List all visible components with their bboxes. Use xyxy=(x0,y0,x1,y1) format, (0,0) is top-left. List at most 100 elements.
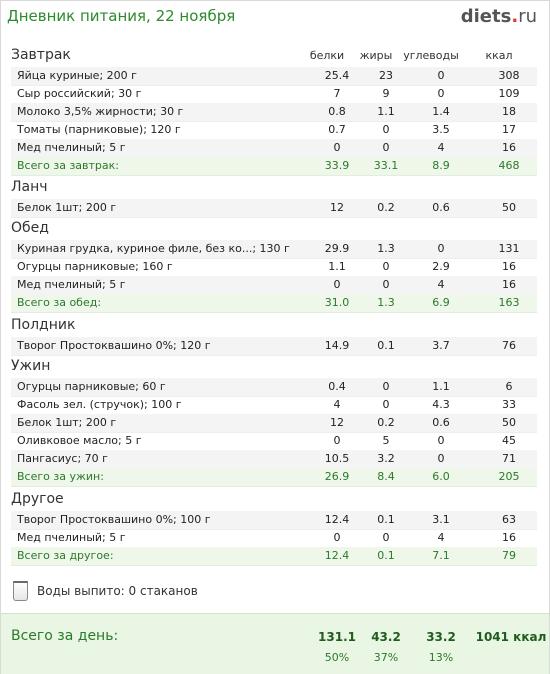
food-row[interactable]: Мед пчелиный; 5 г 0 0 4 16 xyxy=(11,139,537,158)
cell-carbs: 7.1 xyxy=(432,549,450,562)
cell-kcal: 71 xyxy=(502,452,516,465)
food-row[interactable]: Молоко 3,5% жирности; 30 г 0.8 1.1 1.4 18 xyxy=(11,103,537,122)
cell-protein: 0 xyxy=(333,278,341,291)
total-label: Всего за ужин: xyxy=(17,470,104,483)
food-name: Куриная грудка, куриное филе, без ко...;… xyxy=(17,242,290,255)
cell-fat: 9 xyxy=(382,87,390,100)
cell-kcal: 16 xyxy=(502,260,516,273)
cell-fat: 0.2 xyxy=(377,416,395,429)
cell-carbs: 0 xyxy=(437,242,445,255)
cell-kcal: 16 xyxy=(502,278,516,291)
total-label: Всего за другое: xyxy=(17,549,114,562)
cell-kcal: 33 xyxy=(502,398,516,411)
day-total-fat: 43.2 xyxy=(371,630,401,644)
brand-logo[interactable]: diets.ru xyxy=(461,6,537,27)
cell-protein: 25.4 xyxy=(324,69,350,82)
cell-fat: 33.1 xyxy=(373,159,399,172)
water-tracker[interactable]: Воды выпито: 0 стаканов xyxy=(11,579,311,603)
food-row[interactable]: Мед пчелиный; 5 г 0 0 4 16 xyxy=(11,529,537,548)
column-header-protein: белки xyxy=(309,49,345,62)
water-label: Воды выпито: 0 стаканов xyxy=(37,584,198,598)
food-row[interactable]: Творог Простоквашино 0%; 120 г 14.9 0.1 3.7… xyxy=(11,337,537,356)
section-total-row: Всего за другое: 12.4 0.1 7.1 79 xyxy=(11,547,537,566)
cell-protein: 4 xyxy=(333,398,341,411)
cell-protein: 33.9 xyxy=(324,159,350,172)
food-row[interactable]: Белок 1шт; 200 г 12 0.2 0.6 50 xyxy=(11,414,537,433)
brand-tld: ru xyxy=(518,6,537,27)
cell-kcal: 308 xyxy=(498,69,520,82)
cell-kcal: 45 xyxy=(502,434,516,447)
food-name: Молоко 3,5% жирности; 30 г xyxy=(17,105,184,118)
cell-fat: 5 xyxy=(382,434,390,447)
food-row[interactable]: Творог Простоквашино 0%; 100 г 12.4 0.1 3.1… xyxy=(11,511,537,530)
food-row[interactable]: Оливковое масло; 5 г 0 5 0 45 xyxy=(11,432,537,451)
food-row[interactable]: Фасоль зел. (стручок); 100 г 4 0 4.3 33 xyxy=(11,396,537,415)
cell-carbs: 0 xyxy=(437,87,445,100)
food-name: Огурцы парниковые; 60 г xyxy=(17,380,166,393)
food-row[interactable]: Сыр российский; 30 г 7 9 0 109 xyxy=(11,85,537,104)
food-name: Мед пчелиный; 5 г xyxy=(17,141,126,154)
day-total-kcal: 1041 ккал xyxy=(475,630,547,644)
cell-carbs: 0 xyxy=(437,69,445,82)
food-row[interactable]: Мед пчелиный; 5 г 0 0 4 16 xyxy=(11,276,537,295)
cell-protein: 12 xyxy=(330,201,344,214)
day-total-carbs: 33.2 xyxy=(426,630,456,644)
food-name: Яйца куриные; 200 г xyxy=(17,69,137,82)
cell-kcal: 79 xyxy=(502,549,516,562)
cell-fat: 0 xyxy=(382,278,390,291)
cell-fat: 0.1 xyxy=(377,513,395,526)
cell-protein: 26.9 xyxy=(324,470,350,483)
cell-protein: 0.4 xyxy=(328,380,346,393)
food-row[interactable]: Куриная грудка, куриное филе, без ко...;… xyxy=(11,240,537,259)
cell-carbs: 4 xyxy=(437,141,445,154)
cell-protein: 14.9 xyxy=(324,339,350,352)
cell-carbs: 0.6 xyxy=(432,416,450,429)
cell-protein: 29.9 xyxy=(324,242,350,255)
cell-protein: 12.4 xyxy=(324,549,350,562)
cell-protein: 12.4 xyxy=(324,513,350,526)
day-total-panel: Всего за день: 131.1 43.2 33.2 1041 ккал… xyxy=(1,613,549,674)
cell-kcal: 17 xyxy=(502,123,516,136)
section-total-row: Всего за завтрак: 33.9 33.1 8.9 468 xyxy=(11,157,537,176)
cell-fat: 0 xyxy=(382,380,390,393)
section-title: Завтрак xyxy=(11,47,71,63)
glass-icon[interactable] xyxy=(13,581,28,601)
food-row[interactable]: Яйца куриные; 200 г 25.4 23 0 308 xyxy=(11,67,537,86)
cell-kcal: 63 xyxy=(502,513,516,526)
section-title: Другое xyxy=(11,491,64,507)
day-total-protein: 131.1 xyxy=(318,630,356,644)
cell-kcal: 6 xyxy=(505,380,513,393)
food-row[interactable]: Пангасиус; 70 г 10.5 3.2 0 71 xyxy=(11,450,537,469)
food-name: Огурцы парниковые; 160 г xyxy=(17,260,173,273)
cell-fat: 0.2 xyxy=(377,201,395,214)
section-total-row: Всего за обед: 31.0 1.3 6.9 163 xyxy=(11,294,537,313)
food-name: Белок 1шт; 200 г xyxy=(17,416,117,429)
food-name: Томаты (парниковые); 120 г xyxy=(17,123,181,136)
food-name: Оливковое масло; 5 г xyxy=(17,434,142,447)
food-row[interactable]: Белок 1шт; 200 г 12 0.2 0.6 50 xyxy=(11,199,537,218)
cell-protein: 0 xyxy=(333,141,341,154)
section-title: Обед xyxy=(11,220,49,236)
cell-kcal: 131 xyxy=(498,242,520,255)
section-title: Ланч xyxy=(11,179,48,195)
cell-kcal: 468 xyxy=(498,159,520,172)
cell-kcal: 50 xyxy=(502,201,516,214)
food-row[interactable]: Огурцы парниковые; 60 г 0.4 0 1.1 6 xyxy=(11,378,537,397)
cell-kcal: 163 xyxy=(498,296,520,309)
cell-carbs: 1.4 xyxy=(432,105,450,118)
cell-carbs: 4 xyxy=(437,278,445,291)
column-header-kcal: ккал xyxy=(485,49,513,62)
food-row[interactable]: Огурцы парниковые; 160 г 1.1 0 2.9 16 xyxy=(11,258,537,277)
section-title: Ужин xyxy=(11,358,51,374)
cell-protein: 10.5 xyxy=(324,452,350,465)
day-protein-percent: 50% xyxy=(324,651,350,664)
cell-protein: 0.7 xyxy=(328,123,346,136)
cell-protein: 7 xyxy=(333,87,341,100)
cell-kcal: 50 xyxy=(502,416,516,429)
cell-kcal: 76 xyxy=(502,339,516,352)
cell-fat: 0.1 xyxy=(377,339,395,352)
cell-fat: 0 xyxy=(382,123,390,136)
cell-kcal: 205 xyxy=(498,470,520,483)
cell-kcal: 18 xyxy=(502,105,516,118)
food-row[interactable]: Томаты (парниковые); 120 г 0.7 0 3.5 17 xyxy=(11,121,537,140)
